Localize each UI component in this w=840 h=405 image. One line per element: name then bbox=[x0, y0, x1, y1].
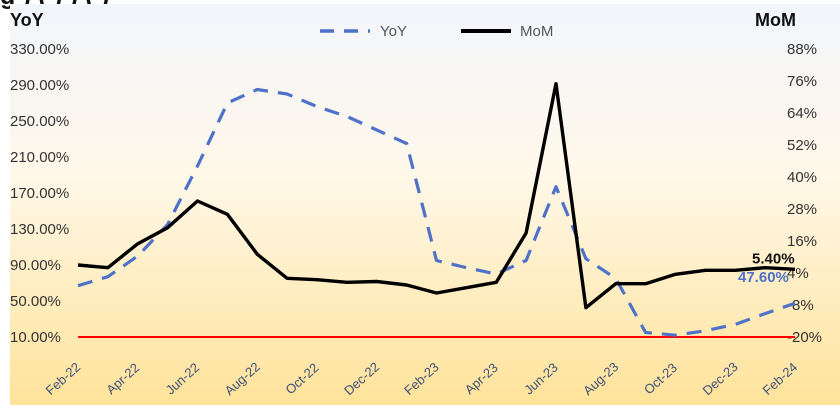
yoy-data-point bbox=[136, 255, 139, 258]
yoy-data-point bbox=[644, 331, 647, 334]
yoy-data-point bbox=[585, 257, 588, 260]
mom-data-point bbox=[286, 277, 289, 280]
yoy-data-point bbox=[674, 334, 677, 337]
left-axis-tick-label: 210.00% bbox=[10, 149, 69, 166]
right-axis-tick-label: 88% bbox=[787, 41, 817, 58]
legend-label-yoy: YoY bbox=[380, 23, 407, 40]
mom-data-point bbox=[525, 232, 528, 235]
mom-data-point bbox=[107, 266, 110, 269]
mom-data-point bbox=[555, 82, 558, 85]
yoy-data-point bbox=[525, 259, 528, 262]
left-axis-tick-label: 250.00% bbox=[10, 113, 69, 130]
left-axis-ticks: 330.00% 290.00% 250.00% 210.00% 170.00% 130.0… bbox=[10, 41, 69, 346]
left-axis-tick-label: 90.00% bbox=[10, 257, 61, 274]
mom-data-point bbox=[704, 269, 707, 272]
mom-data-point bbox=[166, 226, 169, 229]
mom-data-point bbox=[435, 292, 438, 295]
data-annotations: 5.40% 47.60% bbox=[738, 250, 795, 286]
mom-data-point bbox=[196, 200, 199, 203]
mom-data-point bbox=[405, 284, 408, 287]
yoy-data-point bbox=[107, 275, 110, 278]
left-axis-title: YoY bbox=[10, 10, 44, 30]
chart-panel: YoY MoM YoY MoM 330.00% 290.00% 250.00% 210… bbox=[10, 4, 840, 405]
mom-data-point bbox=[316, 278, 319, 281]
right-axis-tick-label: 40% bbox=[787, 169, 817, 186]
yoy-data-point bbox=[465, 266, 468, 269]
mom-data-point bbox=[346, 281, 349, 284]
mom-data-point bbox=[585, 306, 588, 309]
mom-data-point bbox=[77, 264, 80, 267]
mom-data-point bbox=[734, 269, 737, 272]
yoy-data-point bbox=[734, 323, 737, 326]
right-axis-tick-label: 76% bbox=[787, 73, 817, 90]
left-axis-tick-label: 330.00% bbox=[10, 41, 69, 58]
legend-label-mom: MoM bbox=[520, 23, 553, 40]
chart-background bbox=[10, 4, 840, 405]
mom-data-point bbox=[614, 282, 617, 285]
mom-series-line bbox=[77, 81, 796, 310]
yoy-data-point bbox=[226, 102, 229, 105]
right-axis-tick-label: 16% bbox=[787, 233, 817, 250]
mom-data-point bbox=[375, 280, 378, 283]
mom-data-point bbox=[644, 282, 647, 285]
mom-data-point bbox=[256, 253, 259, 256]
mom-data-point bbox=[495, 281, 498, 284]
yoy-data-point bbox=[405, 142, 408, 145]
yoy-data-point bbox=[346, 115, 349, 118]
mom-data-point bbox=[674, 273, 677, 276]
right-axis-title: MoM bbox=[755, 10, 796, 30]
yoy-data-point bbox=[286, 93, 289, 96]
mom-data-point bbox=[465, 286, 468, 289]
yoy-data-point bbox=[764, 312, 767, 315]
yoy-data-point bbox=[375, 129, 378, 132]
mom-data-point bbox=[136, 242, 139, 245]
yoy-last-value-label: 47.60% bbox=[738, 269, 789, 286]
right-axis-tick-label: 28% bbox=[787, 201, 817, 218]
yoy-data-point bbox=[196, 165, 199, 168]
yoy-data-point bbox=[495, 273, 498, 276]
yoy-data-point bbox=[435, 259, 438, 262]
left-axis-tick-label: 50.00% bbox=[10, 293, 61, 310]
left-axis-tick-label: 130.00% bbox=[10, 221, 69, 238]
yoy-data-point bbox=[256, 88, 259, 91]
mom-last-value-label: 5.40% bbox=[752, 250, 795, 267]
yoy-data-point bbox=[555, 185, 558, 188]
yoy-series-line bbox=[77, 87, 796, 337]
left-axis-tick-label: 170.00% bbox=[10, 185, 69, 202]
dual-axis-line-chart: YoY MoM YoY MoM 330.00% 290.00% 250.00% 210… bbox=[10, 4, 840, 405]
series-layer bbox=[77, 81, 797, 338]
yoy-data-point bbox=[614, 277, 617, 280]
yoy-data-point bbox=[316, 105, 319, 108]
yoy-data-point bbox=[77, 284, 80, 287]
left-axis-tick-label: 290.00% bbox=[10, 77, 69, 94]
right-axis-tick-label: 52% bbox=[787, 137, 817, 154]
yoy-data-point bbox=[704, 329, 707, 332]
yoy-data-point bbox=[794, 302, 797, 305]
left-axis-tick-label: 10.00% bbox=[10, 329, 61, 346]
mom-data-point bbox=[794, 268, 797, 271]
right-axis-tick-label: 64% bbox=[787, 105, 817, 122]
right-axis-tick-label: -20% bbox=[787, 329, 822, 346]
legend: YoY MoM bbox=[320, 23, 553, 40]
mom-data-point bbox=[226, 213, 229, 216]
right-axis-tick-label: -8% bbox=[787, 297, 814, 314]
